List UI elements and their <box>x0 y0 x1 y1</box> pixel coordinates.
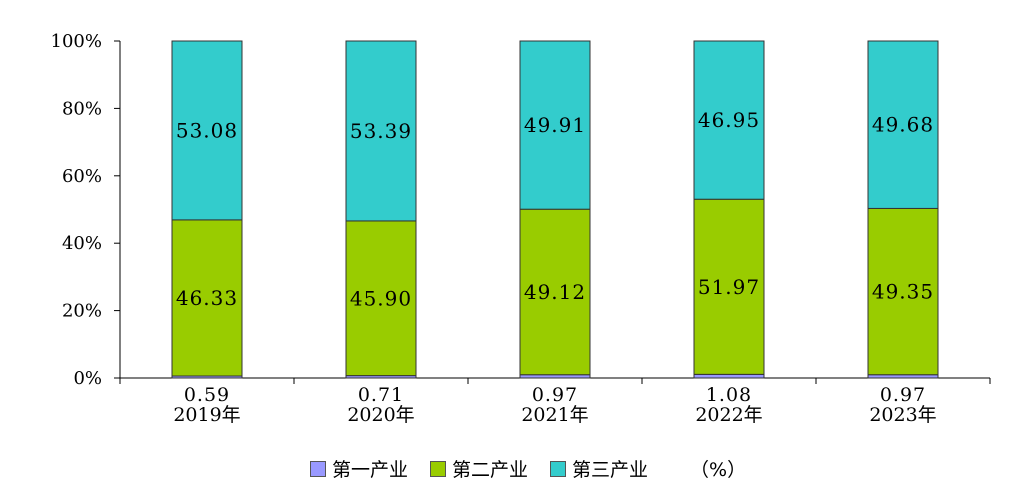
unit-label: （%） <box>690 459 747 481</box>
data-label-tertiary: 53.08 <box>176 118 238 142</box>
data-label-secondary: 49.12 <box>524 280 586 304</box>
y-tick-label: 20% <box>62 301 102 322</box>
data-label-primary: 0.71 <box>358 384 404 406</box>
x-category-label: 2022年 <box>695 404 762 426</box>
y-tick-label: 60% <box>62 166 102 187</box>
x-category-label: 2020年 <box>347 404 414 426</box>
data-label-secondary: 51.97 <box>698 275 760 299</box>
legend-item-secondary: 第二产业 <box>430 455 528 482</box>
y-tick-label: 80% <box>62 98 102 119</box>
bar-segment-tertiary <box>171 40 243 221</box>
bar-segment-tertiary <box>519 40 591 210</box>
data-label-primary: 1.08 <box>706 384 752 406</box>
y-tick-label: 0% <box>73 368 102 389</box>
legend-label-tertiary: 第三产业 <box>572 459 649 481</box>
bar-segment-secondary <box>693 198 765 375</box>
bar-segment-secondary <box>345 220 417 377</box>
x-category-label: 2019年 <box>173 404 240 426</box>
data-label-tertiary: 49.91 <box>524 113 586 137</box>
legend-swatch-primary <box>310 460 326 477</box>
bar-segment-secondary <box>519 208 591 376</box>
y-tick-label: 100% <box>51 31 102 52</box>
data-label-primary: 0.97 <box>532 384 578 406</box>
bar-segment-tertiary <box>345 40 417 222</box>
data-label-tertiary: 53.39 <box>350 119 412 143</box>
data-label-tertiary: 46.95 <box>698 108 760 132</box>
legend-label-secondary: 第二产业 <box>452 459 529 481</box>
bar-segment-secondary <box>171 219 243 377</box>
legend-swatch-tertiary <box>550 460 567 477</box>
legend-item-tertiary: 第三产业 <box>550 455 648 482</box>
data-label-secondary: 46.33 <box>176 286 238 310</box>
legend: 第一产业 第二产业 第三产业 （%） <box>310 455 746 482</box>
data-label-primary: 0.59 <box>184 384 230 406</box>
bar-segment-tertiary <box>867 40 939 209</box>
data-label-secondary: 45.90 <box>350 286 412 310</box>
bar-segment-tertiary <box>693 40 765 200</box>
data-label-tertiary: 49.68 <box>872 113 934 137</box>
bar-segment-secondary <box>867 207 939 376</box>
data-label-secondary: 49.35 <box>872 280 934 304</box>
x-category-label: 2021年 <box>521 404 588 426</box>
x-category-label: 2023年 <box>869 404 936 426</box>
legend-label-primary: 第一产业 <box>332 459 409 481</box>
bar-segment-primary <box>693 373 765 379</box>
data-label-primary: 0.97 <box>880 384 926 406</box>
y-tick-label: 40% <box>62 233 102 254</box>
legend-item-primary: 第一产业 <box>310 455 408 482</box>
legend-swatch-secondary <box>430 460 447 477</box>
